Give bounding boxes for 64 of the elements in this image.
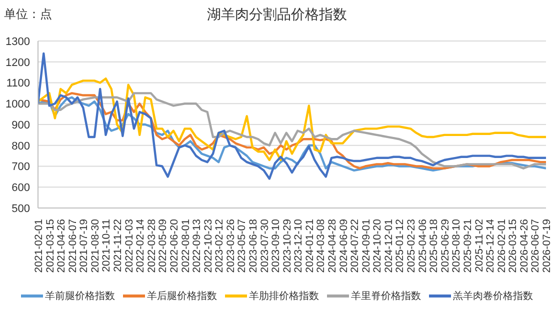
x-tick-label: 2026-06-07 <box>530 218 542 273</box>
x-tick-label: 2024-06-09 <box>338 218 350 273</box>
x-tick-label: 2024-07-22 <box>349 218 362 273</box>
x-tick-label: 2022-01-03 <box>123 218 136 273</box>
x-tick-label: 2026-07-19 <box>541 218 553 273</box>
x-tick-label: 2023-12-10 <box>292 218 305 273</box>
y-tick-label: 1300 <box>6 36 30 48</box>
x-tick-label: 2025-12-14 <box>484 218 497 273</box>
x-tick-label: 2024-09-01 <box>360 218 372 273</box>
legend-label: 羊里脊价格指数 <box>351 290 421 303</box>
y-tick-label: 900 <box>12 119 30 132</box>
x-tick-label: 2024-04-28 <box>326 218 339 273</box>
x-tick-label: 2023-02-12 <box>214 218 226 273</box>
x-tick-label: 2021-06-07 <box>66 218 79 273</box>
x-tick-label: 2022-05-09 <box>157 218 170 273</box>
x-tick-label: 2022-03-28 <box>146 218 158 273</box>
legend-label: 羊前腿价格指数 <box>45 290 115 303</box>
y-tick-label: 700 <box>12 161 30 174</box>
x-tick-label: 2025-06-29 <box>439 218 452 273</box>
x-tick-label: 2026-02-01 <box>496 218 508 273</box>
y-tick-label: 1100 <box>6 78 30 90</box>
x-tick-label: 2024-01-21 <box>304 218 316 273</box>
x-tick-label: 2022-09-13 <box>191 218 204 273</box>
x-tick-label: 2023-07-30 <box>258 218 271 273</box>
x-tick-label: 2025-04-06 <box>416 218 429 273</box>
x-tick-label: 2021-11-22 <box>112 218 124 272</box>
legend-label: 羔羊肉卷价格指数 <box>453 290 533 303</box>
y-tick-label: 600 <box>12 182 30 194</box>
x-tick-label: 2021-02-01 <box>33 218 45 273</box>
x-tick-label: 2025-08-10 <box>450 218 463 273</box>
x-tick-label: 2025-09-21 <box>462 218 474 273</box>
x-tick-label: 2024-12-01 <box>382 218 395 273</box>
x-tick-label: 2021-07-19 <box>78 218 90 273</box>
chart-title: 湖羊肉分割品价格指数 <box>207 6 347 22</box>
x-tick-label: 2024-03-08 <box>315 218 328 273</box>
x-tick-label: 2021-03-15 <box>44 218 56 273</box>
x-tick-label: 2025-05-18 <box>428 218 440 273</box>
line-series <box>38 77 546 162</box>
y-tick-label: 800 <box>12 140 30 152</box>
x-tick-label: 2022-10-23 <box>202 218 214 273</box>
x-tick-label: 2021-10-11 <box>100 218 113 272</box>
x-tick-label: 2022-08-01 <box>180 218 192 273</box>
x-tick-label: 2023-10-29 <box>281 218 294 273</box>
x-tick-label: 2023-05-07 <box>236 218 248 273</box>
x-tick-label: 2024-10-20 <box>372 218 384 273</box>
legend-label: 羊后腿价格指数 <box>147 290 217 303</box>
x-tick-label: 2023-03-26 <box>224 218 237 273</box>
x-tick-label: 2025-11-02 <box>473 218 486 272</box>
x-tick-label: 2025-02-23 <box>406 218 418 273</box>
x-tick-label: 2022-06-20 <box>168 218 180 273</box>
x-tick-label: 2022-02-14 <box>134 218 147 273</box>
y-tick-label: 1000 <box>6 98 30 111</box>
legend-label: 羊肋排价格指数 <box>249 290 319 303</box>
x-tick-label: 2025-01-12 <box>394 218 406 273</box>
x-tick-label: 2023-09-10 <box>270 218 282 273</box>
x-tick-label: 2026-04-26 <box>518 218 530 273</box>
text: 单位：点 <box>4 6 52 23</box>
line-series <box>38 52 546 180</box>
y-tick-label: 500 <box>12 202 30 215</box>
y-tick-label: 1200 <box>6 56 30 69</box>
x-tick-label: 2021-04-26 <box>56 218 68 273</box>
x-tick-label: 2023-06-18 <box>247 218 260 273</box>
x-tick-label: 2021-08-30 <box>89 218 102 273</box>
x-tick-label: 2026-03-15 <box>507 218 520 273</box>
